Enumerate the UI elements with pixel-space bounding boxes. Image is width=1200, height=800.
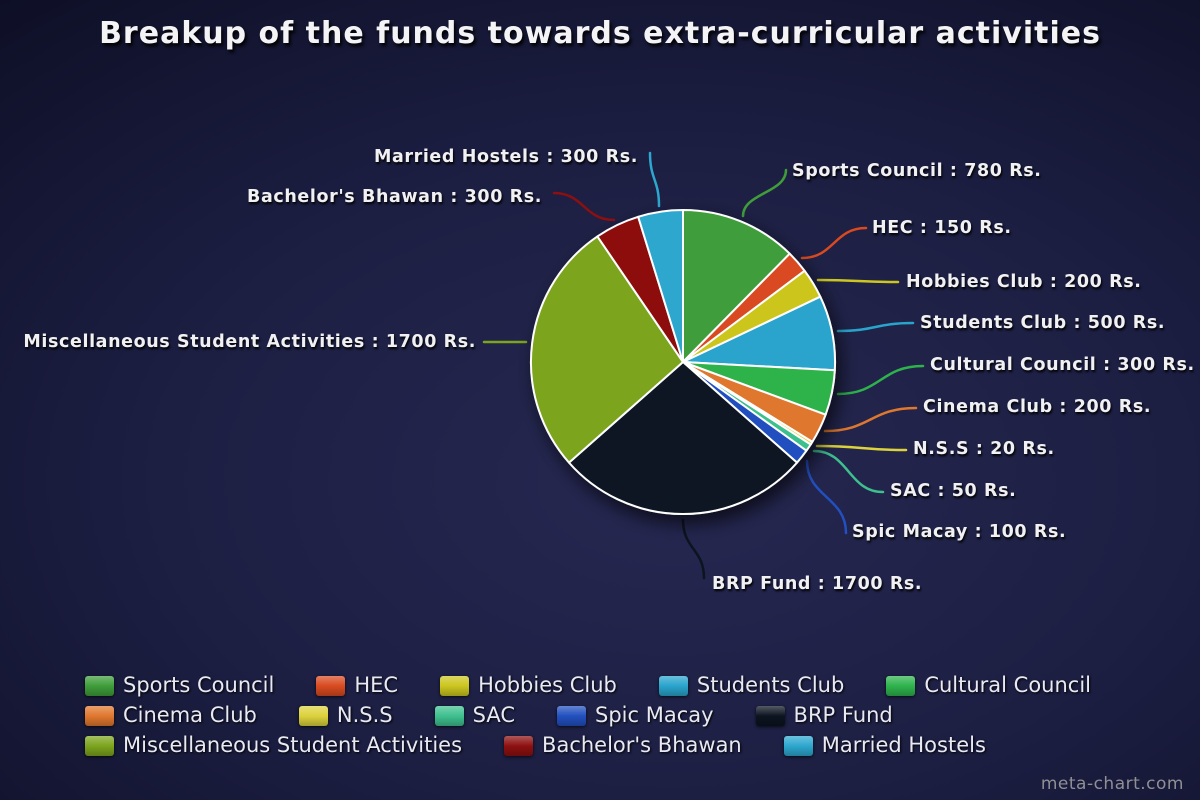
callout-label: Bachelor's Bhawan : 300 Rs. [247,187,542,207]
callout-line [812,449,885,494]
legend-label: Students Club [696,673,845,697]
legend-swatch [557,705,586,726]
callout-line [823,406,918,433]
legend-label: BRP Fund [793,703,893,728]
pie-slice [529,235,684,464]
callout-label: Sports Council : 780 Rs. [792,161,1042,181]
watermark: meta-chart.com [1040,774,1184,794]
legend: Sports Council HEC Hobbies Club Students Cl… [85,673,1092,764]
legend-swatch [783,735,813,756]
pie-slice [637,209,684,363]
legend-swatch [298,705,328,726]
legend-label: Miscellaneous Student Activities [123,733,463,758]
legend-label: N.S.S [336,703,393,728]
callout-label: Cultural Council : 300 Rs. [930,355,1195,375]
legend-item: Spic Macay [557,703,714,728]
callout-line [648,151,661,208]
callout-label: BRP Fund : 1700 Rs. [712,574,922,594]
legend-label: HEC [354,673,399,697]
legend-item: Sports Council [85,673,275,697]
callout-label: Hobbies Club : 200 Rs. [906,272,1141,292]
callout-label: N.S.S : 20 Rs. [913,439,1055,459]
legend-swatch [504,735,534,756]
legend-item: Hobbies Club [440,673,617,697]
callout-line [816,278,900,284]
callout-label: Miscellaneous Student Activities : 1700 … [23,332,476,352]
legend-label: Hobbies Club [478,673,617,697]
legend-item: BRP Fund [755,703,893,728]
callout-labels: Sports Council : 780 Rs. HEC : 150 Rs. Hob… [23,147,1194,594]
callout-label: Married Hostels : 300 Rs. [374,147,638,167]
pie-slice [568,361,798,516]
callout-line [815,444,908,452]
callout-lines [482,151,925,580]
legend-item: Cultural Council [886,673,1092,697]
callout-line [552,191,616,222]
legend-swatch [434,705,464,726]
legend-item: Students Club [658,673,845,697]
callout-label: Spic Macay : 100 Rs. [852,522,1066,542]
legend-label: Cinema Club [123,703,257,728]
chart-title: Breakup of the funds towards extra-curri… [99,16,1101,51]
callout-line [805,459,848,535]
legend-item: Miscellaneous Student Activities [85,734,462,757]
callout-label: HEC : 150 Rs. [872,218,1012,238]
callout-line [800,226,868,260]
legend-item: HEC [316,673,399,697]
legend-label: SAC [472,703,515,728]
callout-line [741,168,788,218]
legend-row: Sports Council HEC Hobbies Club Students Cl… [85,673,1092,697]
legend-swatch [316,675,346,696]
legend-swatch [755,705,785,726]
callout-line [681,518,706,580]
legend-swatch [85,675,114,696]
legend-item: SAC [434,703,515,728]
legend-label: Cultural Council [924,673,1092,697]
pie-slices [529,209,837,516]
callout-label: SAC : 50 Rs. [890,481,1016,501]
legend-item: Cinema Club [85,703,257,728]
legend-swatch [85,705,114,726]
legend-swatch [658,675,688,696]
callout-line [836,364,925,396]
pie-slice [682,209,791,363]
legend-row: Cinema Club N.S.S SAC Spic Macay BRP Fund [85,703,1091,728]
legend-label: Married Hostels [821,733,986,758]
legend-label: Bachelor's Bhawan [542,733,742,758]
legend-swatch [85,735,114,756]
legend-label: Sports Council [123,673,275,697]
legend-swatch [886,675,916,696]
legend-row: Miscellaneous Student Activities Bachelor… [85,734,1091,757]
legend-swatch [440,675,470,696]
legend-item: Bachelor's Bhawan [504,734,742,757]
legend-label: Spic Macay [595,703,714,728]
callout-line [836,321,915,333]
callout-label: Cinema Club : 200 Rs. [923,397,1151,417]
legend-item: N.S.S [298,703,393,728]
callout-label: Students Club : 500 Rs. [920,313,1165,333]
legend-item: Married Hostels [783,733,986,758]
